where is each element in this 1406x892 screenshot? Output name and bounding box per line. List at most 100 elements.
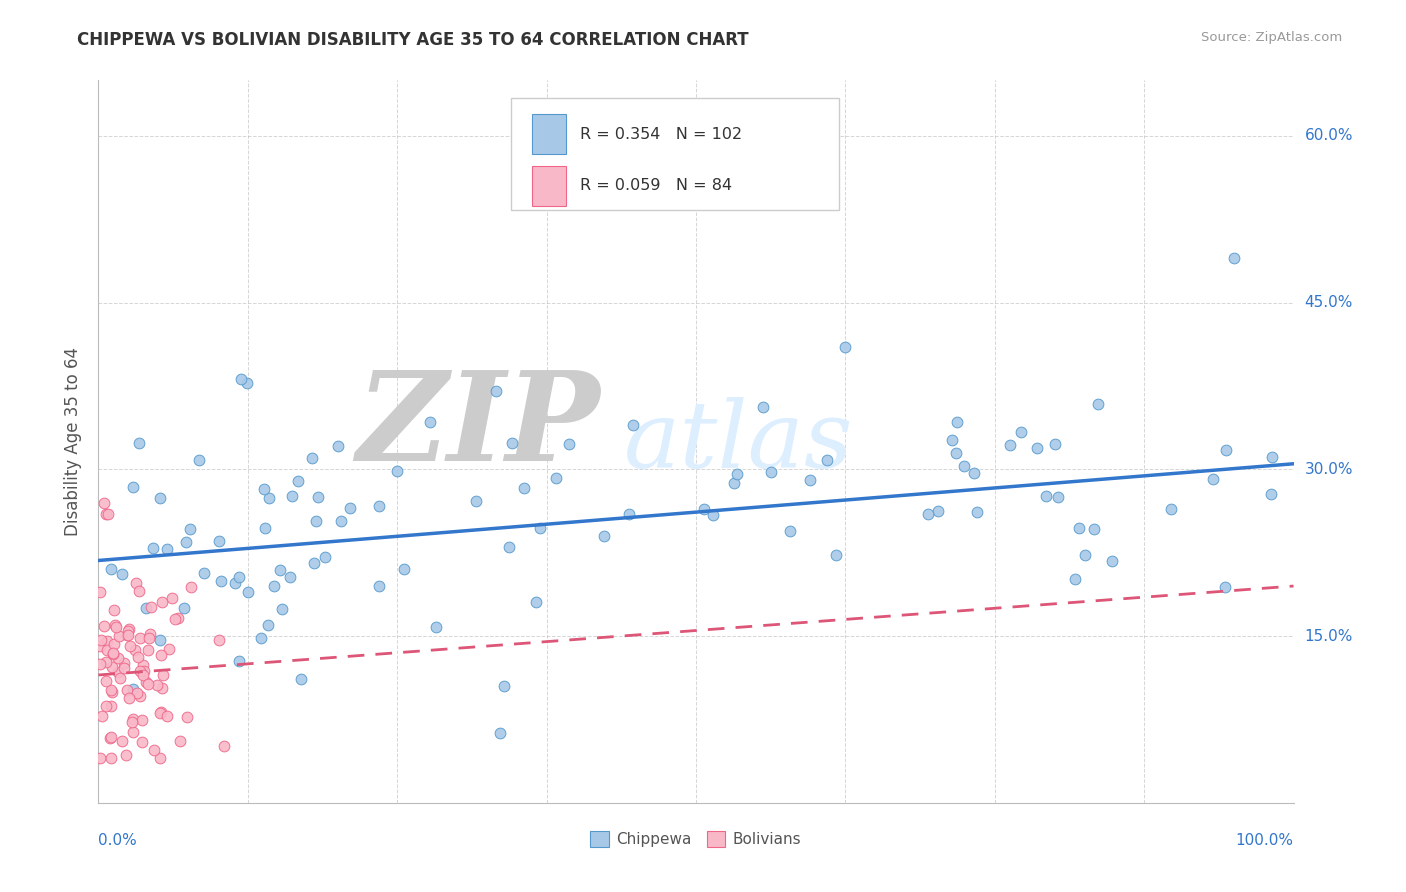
Point [117, 628, 139, 642]
Point [131, 713, 153, 727]
Point [693, 502, 716, 516]
Point [193, 566, 215, 581]
Point [150, 595, 173, 609]
Point [100, 659, 122, 673]
Point [149, 632, 172, 647]
Point [112, 657, 135, 671]
Point [494, 679, 516, 693]
Point [103, 646, 125, 660]
Point [145, 678, 167, 692]
Point [124, 643, 146, 657]
Point [224, 575, 246, 590]
Point [419, 416, 441, 430]
Point [761, 465, 783, 479]
Point [157, 642, 180, 657]
Point [107, 665, 129, 679]
Point [149, 491, 172, 506]
Point [176, 709, 198, 723]
Point [94, 674, 117, 689]
Point [314, 550, 336, 565]
Point [1213, 580, 1236, 594]
Point [328, 439, 350, 453]
Point [799, 473, 821, 487]
Point [91, 708, 114, 723]
Point [94, 699, 117, 714]
Point [115, 628, 138, 642]
Point [128, 632, 150, 646]
Point [179, 522, 201, 536]
Point [150, 681, 173, 696]
Point [128, 436, 150, 450]
Point [187, 453, 209, 467]
Point [723, 475, 745, 490]
Point [278, 570, 301, 584]
Point [524, 595, 547, 609]
Text: 100.0%: 100.0% [1236, 833, 1294, 848]
Point [132, 658, 155, 673]
Point [1260, 450, 1282, 465]
Point [100, 751, 122, 765]
Point [917, 507, 939, 521]
Legend: Chippewa, Bolivians: Chippewa, Bolivians [585, 825, 807, 853]
Point [117, 624, 139, 639]
Point [501, 436, 523, 450]
Point [1087, 397, 1109, 411]
Point [167, 611, 190, 625]
Point [557, 437, 579, 451]
Point [131, 735, 153, 749]
Point [101, 647, 124, 661]
Text: R = 0.354   N = 102: R = 0.354 N = 102 [581, 127, 742, 142]
Point [253, 482, 276, 496]
Point [118, 622, 141, 636]
Point [115, 683, 138, 698]
Point [142, 743, 165, 757]
Point [307, 490, 329, 504]
Point [815, 453, 838, 467]
Point [90, 632, 112, 647]
Point [927, 503, 949, 517]
Point [512, 482, 534, 496]
Text: 60.0%: 60.0% [1305, 128, 1353, 144]
Point [173, 600, 195, 615]
Point [236, 585, 259, 599]
Point [125, 575, 148, 590]
Point [368, 579, 391, 593]
Point [180, 580, 202, 594]
Point [132, 668, 155, 682]
Point [163, 612, 186, 626]
Point [100, 698, 122, 713]
Point [89, 751, 111, 765]
Point [127, 649, 149, 664]
Point [169, 734, 191, 748]
Point [387, 464, 409, 478]
Point [155, 708, 177, 723]
Text: 0.0%: 0.0% [98, 833, 138, 848]
Point [96, 642, 118, 657]
Point [254, 521, 277, 535]
Point [945, 415, 967, 429]
Point [115, 748, 138, 763]
Point [136, 642, 159, 657]
Point [1202, 472, 1225, 486]
Point [1067, 521, 1090, 535]
Point [128, 583, 150, 598]
Point [1035, 489, 1057, 503]
Point [100, 730, 122, 744]
Point [100, 685, 122, 699]
Y-axis label: Disability Age 35 to 64: Disability Age 35 to 64 [65, 347, 83, 536]
Point [1215, 443, 1237, 458]
Point [89, 585, 111, 599]
Point [489, 726, 512, 740]
Text: 15.0%: 15.0% [1305, 629, 1353, 643]
Point [138, 631, 160, 645]
Point [156, 541, 179, 556]
Point [953, 459, 976, 474]
Point [259, 491, 281, 505]
Point [752, 400, 775, 414]
Point [263, 579, 285, 593]
Point [1074, 548, 1097, 562]
Point [122, 712, 145, 726]
Point [945, 446, 967, 460]
Point [339, 500, 361, 515]
Point [725, 467, 748, 481]
